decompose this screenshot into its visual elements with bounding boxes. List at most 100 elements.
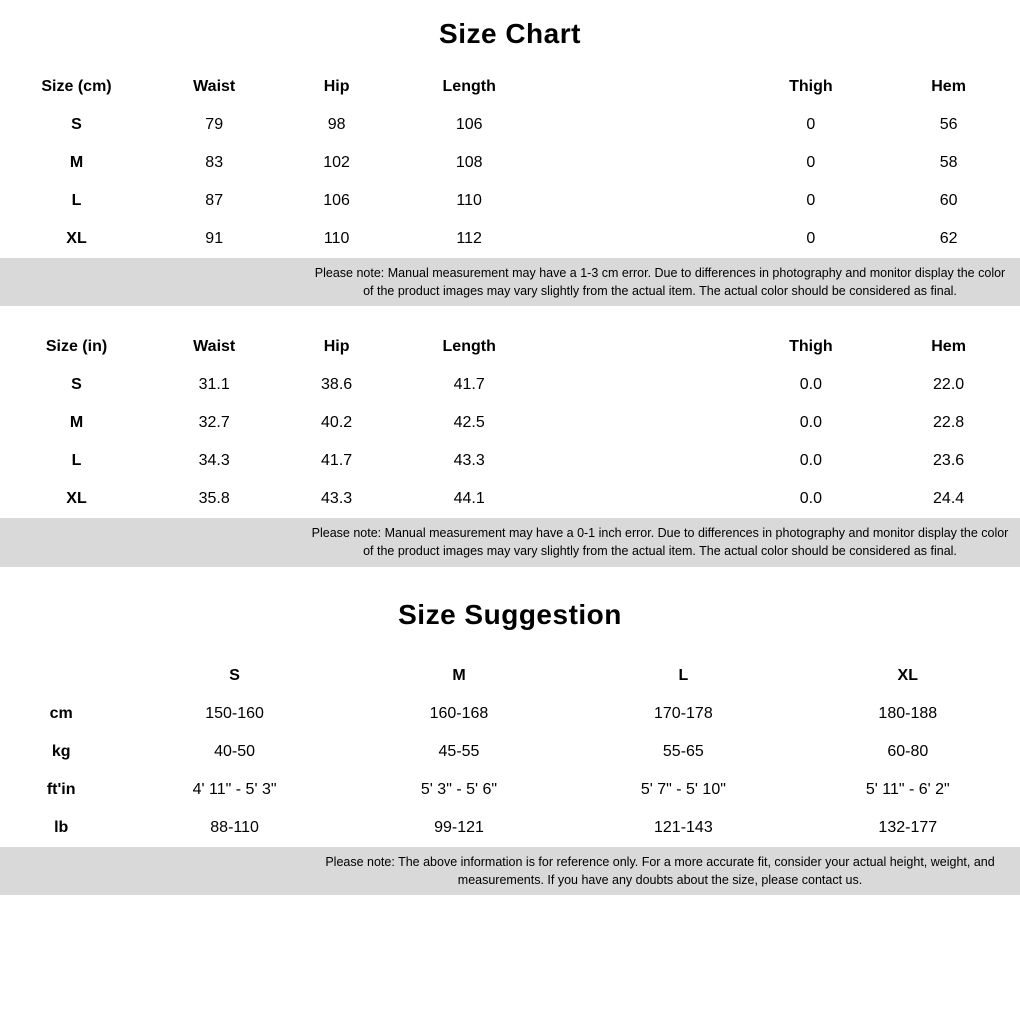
size-table-in: Size (in) Waist Hip Length Thigh Hem S 3… <box>0 328 1020 518</box>
cell: 160-168 <box>347 695 571 733</box>
table-row: L 87 106 110 0 60 <box>0 182 1020 220</box>
cell: 180-188 <box>796 695 1020 733</box>
note-cm-text: Please note: Manual measurement may have… <box>310 264 1010 300</box>
table-row: S 31.1 38.6 41.7 0.0 22.0 <box>0 366 1020 404</box>
note-in: Please note: Manual measurement may have… <box>0 518 1020 566</box>
col-size-m: M <box>347 657 571 695</box>
col-hip: Hip <box>275 328 397 366</box>
cell: 108 <box>398 144 541 182</box>
col-hip: Hip <box>275 68 397 106</box>
size-chart-document: Size Chart Size (cm) Waist Hip Length Th… <box>0 18 1020 895</box>
col-thigh: Thigh <box>745 68 878 106</box>
cell: 22.0 <box>877 366 1020 404</box>
col-gap <box>541 68 745 106</box>
cell-size: S <box>0 106 153 144</box>
cell: 132-177 <box>796 809 1020 847</box>
title-size-suggestion: Size Suggestion <box>0 599 1020 631</box>
row-label-kg: kg <box>0 733 122 771</box>
col-size: Size (in) <box>0 328 153 366</box>
cell: 43.3 <box>275 480 397 518</box>
cell: 112 <box>398 220 541 258</box>
note-suggestion-text: Please note: The above information is fo… <box>310 853 1010 889</box>
cell: 41.7 <box>398 366 541 404</box>
col-thigh: Thigh <box>745 328 878 366</box>
table-header-row: Size (cm) Waist Hip Length Thigh Hem <box>0 68 1020 106</box>
cell: 110 <box>275 220 397 258</box>
cell: 60 <box>877 182 1020 220</box>
cell: 41.7 <box>275 442 397 480</box>
table-header-row: S M L XL <box>0 657 1020 695</box>
size-table-cm: Size (cm) Waist Hip Length Thigh Hem S 7… <box>0 68 1020 258</box>
cell-gap <box>541 220 745 258</box>
cell: 102 <box>275 144 397 182</box>
cell-size: L <box>0 442 153 480</box>
cell: 0 <box>745 144 878 182</box>
table-row: M 83 102 108 0 58 <box>0 144 1020 182</box>
cell-gap <box>541 182 745 220</box>
cell: 0.0 <box>745 442 878 480</box>
cell-gap <box>541 442 745 480</box>
table-row: XL 35.8 43.3 44.1 0.0 24.4 <box>0 480 1020 518</box>
table-header-row: Size (in) Waist Hip Length Thigh Hem <box>0 328 1020 366</box>
cell: 24.4 <box>877 480 1020 518</box>
cell: 34.3 <box>153 442 275 480</box>
cell-gap <box>541 480 745 518</box>
cell-gap <box>541 106 745 144</box>
table-row: kg 40-50 45-55 55-65 60-80 <box>0 733 1020 771</box>
row-label-lb: lb <box>0 809 122 847</box>
cell: 40.2 <box>275 404 397 442</box>
cell: 0 <box>745 106 878 144</box>
cell-size: L <box>0 182 153 220</box>
cell: 62 <box>877 220 1020 258</box>
cell: 106 <box>398 106 541 144</box>
cell: 5' 11" - 6' 2" <box>796 771 1020 809</box>
col-blank <box>0 657 122 695</box>
cell: 43.3 <box>398 442 541 480</box>
cell: 32.7 <box>153 404 275 442</box>
cell: 58 <box>877 144 1020 182</box>
note-suggestion: Please note: The above information is fo… <box>0 847 1020 895</box>
cell: 5' 3" - 5' 6" <box>347 771 571 809</box>
cell: 91 <box>153 220 275 258</box>
col-size-s: S <box>122 657 346 695</box>
cell-size: M <box>0 404 153 442</box>
cell: 110 <box>398 182 541 220</box>
cell: 56 <box>877 106 1020 144</box>
title-size-chart: Size Chart <box>0 18 1020 50</box>
cell: 35.8 <box>153 480 275 518</box>
cell: 60-80 <box>796 733 1020 771</box>
cell: 23.6 <box>877 442 1020 480</box>
cell: 121-143 <box>571 809 795 847</box>
cell-size: XL <box>0 480 153 518</box>
cell: 83 <box>153 144 275 182</box>
cell: 0.0 <box>745 366 878 404</box>
cell: 79 <box>153 106 275 144</box>
table-row: cm 150-160 160-168 170-178 180-188 <box>0 695 1020 733</box>
cell: 22.8 <box>877 404 1020 442</box>
col-waist: Waist <box>153 68 275 106</box>
col-waist: Waist <box>153 328 275 366</box>
col-length: Length <box>398 328 541 366</box>
cell-gap <box>541 404 745 442</box>
table-row: XL 91 110 112 0 62 <box>0 220 1020 258</box>
cell: 38.6 <box>275 366 397 404</box>
note-in-text: Please note: Manual measurement may have… <box>310 524 1010 560</box>
cell: 4' 11" - 5' 3" <box>122 771 346 809</box>
row-label-ftin: ft'in <box>0 771 122 809</box>
cell: 99-121 <box>347 809 571 847</box>
table-row: M 32.7 40.2 42.5 0.0 22.8 <box>0 404 1020 442</box>
cell-gap <box>541 366 745 404</box>
cell: 0.0 <box>745 480 878 518</box>
cell-size: S <box>0 366 153 404</box>
cell: 106 <box>275 182 397 220</box>
col-hem: Hem <box>877 68 1020 106</box>
cell: 170-178 <box>571 695 795 733</box>
table-row: L 34.3 41.7 43.3 0.0 23.6 <box>0 442 1020 480</box>
note-cm: Please note: Manual measurement may have… <box>0 258 1020 306</box>
col-size-l: L <box>571 657 795 695</box>
cell: 0 <box>745 182 878 220</box>
cell: 5' 7" - 5' 10" <box>571 771 795 809</box>
table-row: ft'in 4' 11" - 5' 3" 5' 3" - 5' 6" 5' 7"… <box>0 771 1020 809</box>
cell: 87 <box>153 182 275 220</box>
size-suggestion-table: S M L XL cm 150-160 160-168 170-178 180-… <box>0 657 1020 847</box>
